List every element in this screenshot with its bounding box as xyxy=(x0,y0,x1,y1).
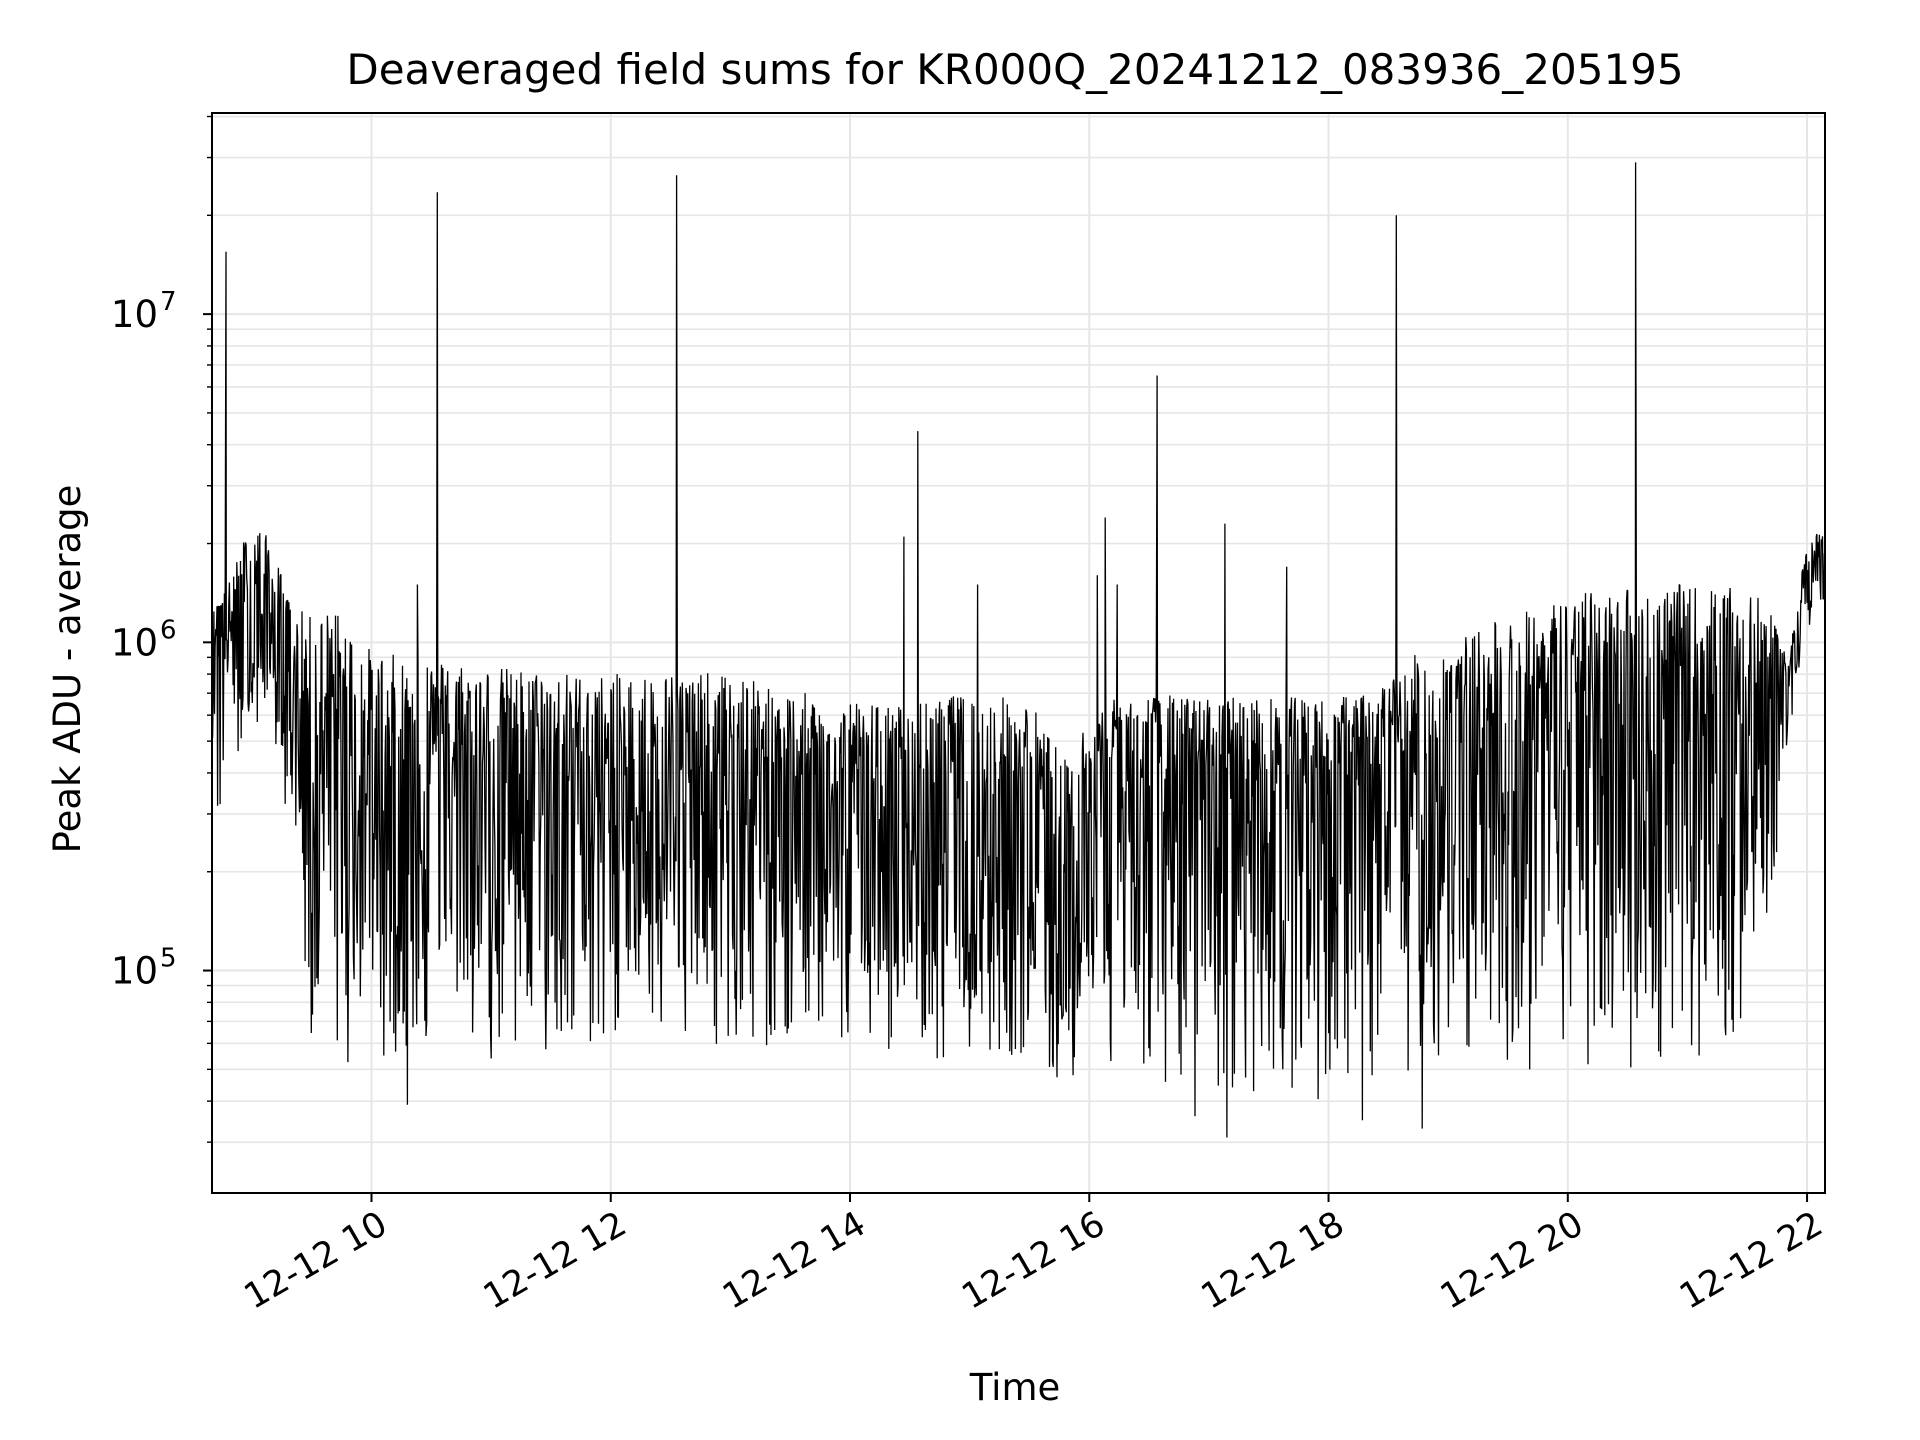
plot-frame xyxy=(211,112,1826,1194)
y-tick-label-exponent: 7 xyxy=(160,287,177,317)
plot-area xyxy=(212,162,1825,1138)
y-axis-label: Peak ADU - average xyxy=(46,485,89,854)
y-tick-label: 10 xyxy=(111,621,158,664)
y-tick-label-exponent: 6 xyxy=(160,615,177,645)
y-tick-label: 10 xyxy=(111,950,158,993)
data-series-line xyxy=(212,162,1825,1138)
y-tick-label: 10 xyxy=(111,293,158,336)
x-axis-label: Time xyxy=(969,1366,1061,1409)
chart-title: Deaveraged field sums for KR000Q_2024121… xyxy=(346,45,1683,94)
y-tick-label-exponent: 5 xyxy=(160,944,177,974)
